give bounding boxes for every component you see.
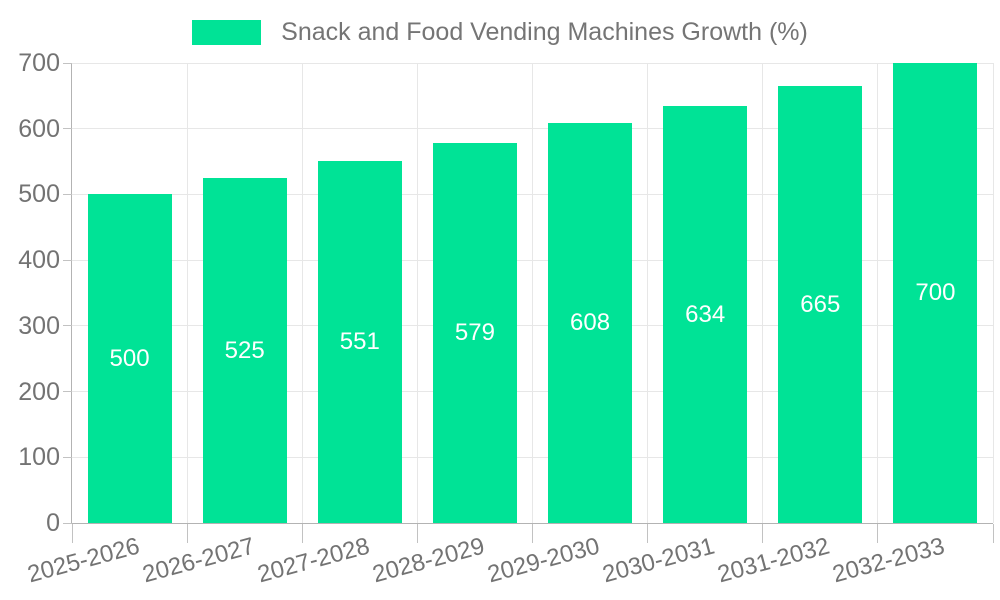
y-axis-label: 0: [46, 509, 60, 537]
y-axis-tick: [63, 193, 72, 195]
x-axis-line: [72, 523, 993, 524]
y-axis-label: 700: [18, 49, 60, 77]
bar-2031-2032[interactable]: [778, 86, 863, 523]
y-axis-tick: [63, 128, 72, 130]
bar-value-label: 551: [339, 327, 380, 355]
bar-value-label: 500: [109, 344, 150, 372]
v-gridline: [647, 63, 649, 523]
v-gridline: [416, 63, 418, 523]
y-axis-line: [71, 63, 72, 523]
y-axis-tick: [63, 391, 72, 393]
v-gridline: [301, 63, 303, 523]
x-axis-tick: [416, 524, 418, 543]
bar-value-label: 525: [224, 336, 265, 364]
y-axis-label: 200: [18, 377, 60, 406]
bar-value-label: 608: [570, 309, 611, 337]
bar-value-label: 665: [800, 290, 841, 318]
y-axis-tick: [63, 62, 72, 64]
x-axis-tick: [71, 524, 73, 543]
bar-value-label: 700: [915, 279, 956, 306]
bar-2030-2031[interactable]: [663, 106, 748, 523]
y-axis-label: 600: [18, 114, 60, 143]
x-axis-tick: [532, 524, 533, 543]
legend-series-label: Snack and Food Vending Machines Growth (…: [281, 18, 808, 46]
y-axis-label: 300: [18, 311, 60, 340]
bar-2026-2027[interactable]: [202, 178, 287, 523]
x-axis-tick: [877, 524, 879, 543]
y-axis-tick: [63, 259, 72, 261]
y-axis-label: 500: [18, 180, 60, 209]
bar-2028-2029[interactable]: [432, 142, 517, 523]
v-gridline: [186, 63, 188, 523]
v-gridline: [877, 63, 879, 523]
chart-legend: Snack and Food Vending Machines Growth (…: [0, 18, 1000, 47]
bar-value-label: 579: [454, 318, 495, 346]
v-gridline: [762, 63, 764, 523]
x-axis-tick: [762, 524, 764, 543]
bar-value-label: 634: [685, 300, 726, 328]
x-axis-tick: [301, 524, 303, 543]
bar-2032-2033[interactable]: [893, 63, 978, 523]
x-axis-tick: [647, 524, 649, 543]
legend-item[interactable]: Snack and Food Vending Machines Growth (…: [192, 18, 808, 47]
bar-2029-2030[interactable]: [548, 123, 633, 523]
x-axis-tick: [992, 524, 994, 543]
y-axis-tick: [63, 522, 72, 524]
x-axis-tick: [186, 524, 188, 543]
y-axis-tick: [63, 456, 72, 458]
v-gridline: [992, 63, 994, 523]
y-axis-tick: [63, 325, 72, 327]
v-gridline: [532, 63, 533, 523]
y-axis-label: 400: [18, 246, 60, 275]
y-axis-label: 100: [18, 443, 60, 472]
bar-2025-2026[interactable]: [87, 194, 172, 523]
bar-2027-2028[interactable]: [317, 160, 402, 523]
legend-color-swatch-icon: [192, 20, 262, 45]
